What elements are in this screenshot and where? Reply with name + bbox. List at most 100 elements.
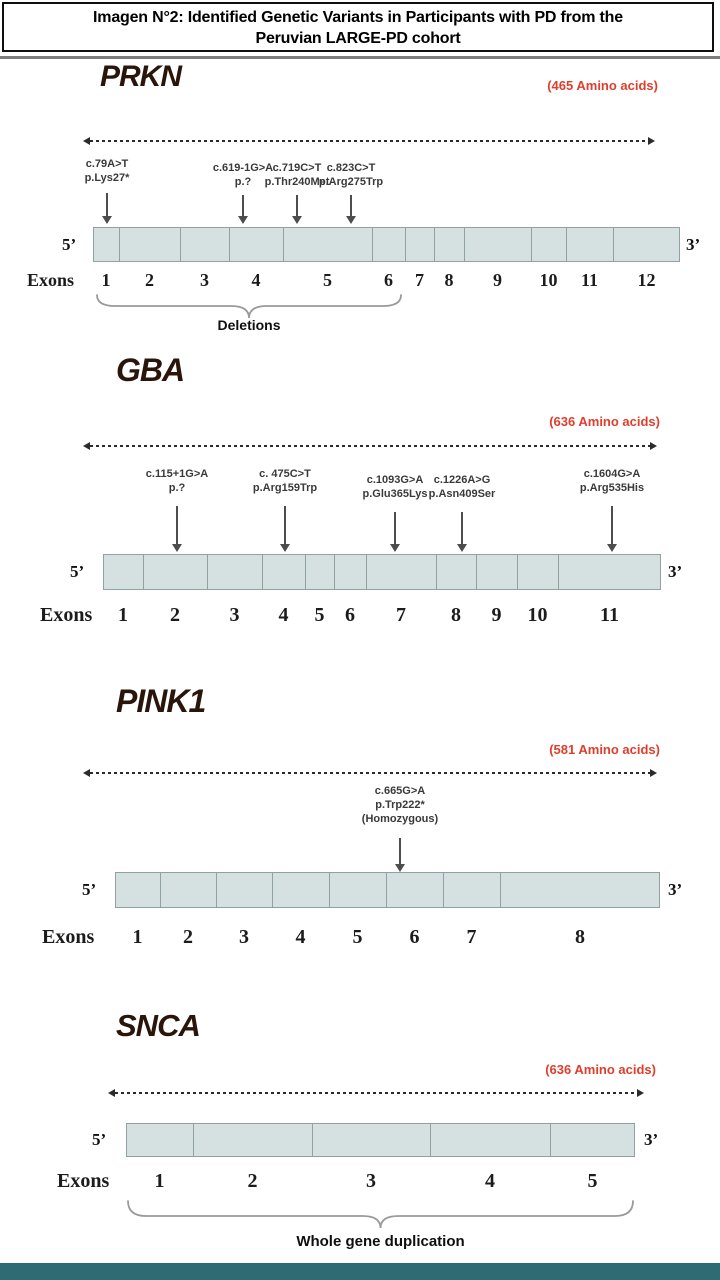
footer-bar [0, 1263, 720, 1280]
exon-cell [284, 228, 373, 261]
exon-cell [94, 228, 120, 261]
exon-number: 3 [200, 270, 209, 290]
exon-cell [444, 873, 501, 907]
variant-annotation: c. 475C>T p.Arg159Trp [253, 467, 317, 495]
exons-row-label: Exons [27, 270, 75, 290]
exon-number: 6 [384, 270, 393, 290]
variant-annotation: c.1604G>A p.Arg535His [580, 467, 644, 495]
exon-cell [208, 555, 263, 589]
exon-number: 6 [409, 926, 420, 948]
arrow-head [280, 544, 290, 552]
exon-cell [217, 873, 273, 907]
arrow-head [395, 864, 405, 872]
gene-name: SNCA [116, 1008, 201, 1043]
exon-number: 1 [101, 270, 111, 290]
figure-title: Imagen N°2: Identified Genetic Variants … [2, 2, 714, 52]
exon-number: 8 [444, 270, 454, 290]
variant-annotation: c.619-1G>A p.? [213, 161, 273, 189]
variant-arrow-icon [390, 512, 400, 552]
arrow-stem [394, 512, 396, 544]
exon-cell [518, 555, 559, 589]
variant-text-line: p.Lys27* [84, 172, 130, 184]
strand-arrow-line [83, 769, 657, 777]
exon-cell [144, 555, 208, 589]
variant-annotation: c.665G>A p.Trp222* (Homozygous) [362, 784, 438, 826]
variant-text-line: c.115+1G>A [145, 468, 209, 480]
exon-number: 10 [539, 270, 558, 290]
gene-name: PINK1 [116, 683, 206, 719]
variant-arrow-icon [102, 193, 112, 224]
arrow-stem [296, 195, 298, 216]
exon-cell [194, 1124, 313, 1156]
brace-label: Whole gene duplication [296, 1233, 465, 1250]
variant-text-line: p.Arg535His [579, 482, 645, 494]
three-prime-label: 3’ [686, 235, 701, 254]
arrow-stem [461, 512, 463, 544]
exon-number: 3 [229, 604, 240, 626]
exon-number: 4 [251, 270, 261, 290]
amino-acid-count: (465 Amino acids) [547, 78, 658, 93]
arrow-head [292, 216, 302, 224]
exon-number: 4 [295, 926, 306, 948]
variant-text-line: p.Thr240Met [264, 176, 330, 188]
arrow-head [457, 544, 467, 552]
exons-row-label: Exons [57, 1170, 110, 1192]
exon-cell [104, 555, 144, 589]
three-prime-label: 3’ [668, 562, 683, 581]
amino-acid-count: (581 Amino acids) [549, 742, 660, 757]
five-prime-label: 5’ [92, 1130, 107, 1149]
exon-number: 4 [485, 1170, 495, 1192]
exon-cell [313, 1124, 431, 1156]
variant-text-line: p.Trp222* [375, 799, 425, 811]
exon-number: 9 [491, 604, 502, 626]
variant-annotation: c.823C>T p.Arg275Trp [319, 161, 383, 189]
exon-number: 2 [145, 270, 154, 290]
exon-cell [181, 228, 230, 261]
exon-number: 2 [170, 604, 180, 626]
strand-arrow-line [83, 137, 655, 145]
arrow-stem [176, 506, 178, 544]
exon-cell [437, 555, 477, 589]
exon-cell [501, 873, 659, 907]
three-prime-label: 3’ [668, 880, 683, 899]
exon-cell [335, 555, 367, 589]
variant-text-line: p.Asn409Ser [428, 488, 496, 500]
arrow-stem [399, 838, 401, 864]
exon-cell [387, 873, 444, 907]
brace-icon [127, 1200, 634, 1229]
variant-text-line: c.1093G>A [366, 474, 424, 486]
figure-title-line2: Peruvian LARGE-PD cohort [255, 30, 461, 47]
exon-number: 1 [132, 926, 143, 948]
exon-number: 9 [493, 270, 502, 290]
exon-cell [306, 555, 335, 589]
amino-acid-count: (636 Amino acids) [549, 414, 660, 429]
exon-number: 5 [352, 926, 363, 948]
variant-arrow-icon [457, 512, 467, 552]
figure-title-line1: Imagen N°2: Identified Genetic Variants … [93, 9, 623, 26]
exon-cell [559, 555, 660, 589]
arrow-stem [350, 195, 352, 216]
exon-cell [116, 873, 161, 907]
variant-text-line: c.1226A>G [433, 474, 491, 486]
variant-arrow-icon [395, 838, 405, 872]
exon-cell [431, 1124, 551, 1156]
five-prime-label: 5’ [62, 235, 77, 254]
gene-name: GBA [116, 352, 185, 388]
brace-icon [96, 294, 402, 319]
exon-number: 1 [118, 604, 128, 626]
exon-number: 7 [466, 926, 477, 948]
variant-text-line: p.? [234, 176, 252, 188]
exon-number: 2 [183, 926, 193, 948]
exon-number: 11 [580, 270, 599, 290]
strand-arrow-line [108, 1089, 644, 1097]
exon-cell [532, 228, 567, 261]
exon-number: 4 [278, 604, 289, 626]
variant-annotation: c.115+1G>A p.? [146, 467, 208, 495]
exon-cell [127, 1124, 194, 1156]
exon-cell [406, 228, 435, 261]
exon-number: 11 [600, 604, 619, 626]
gene-name: PRKN [100, 60, 182, 93]
exon-number: 1 [154, 1170, 165, 1192]
variant-text-line: c.823C>T [326, 162, 376, 174]
